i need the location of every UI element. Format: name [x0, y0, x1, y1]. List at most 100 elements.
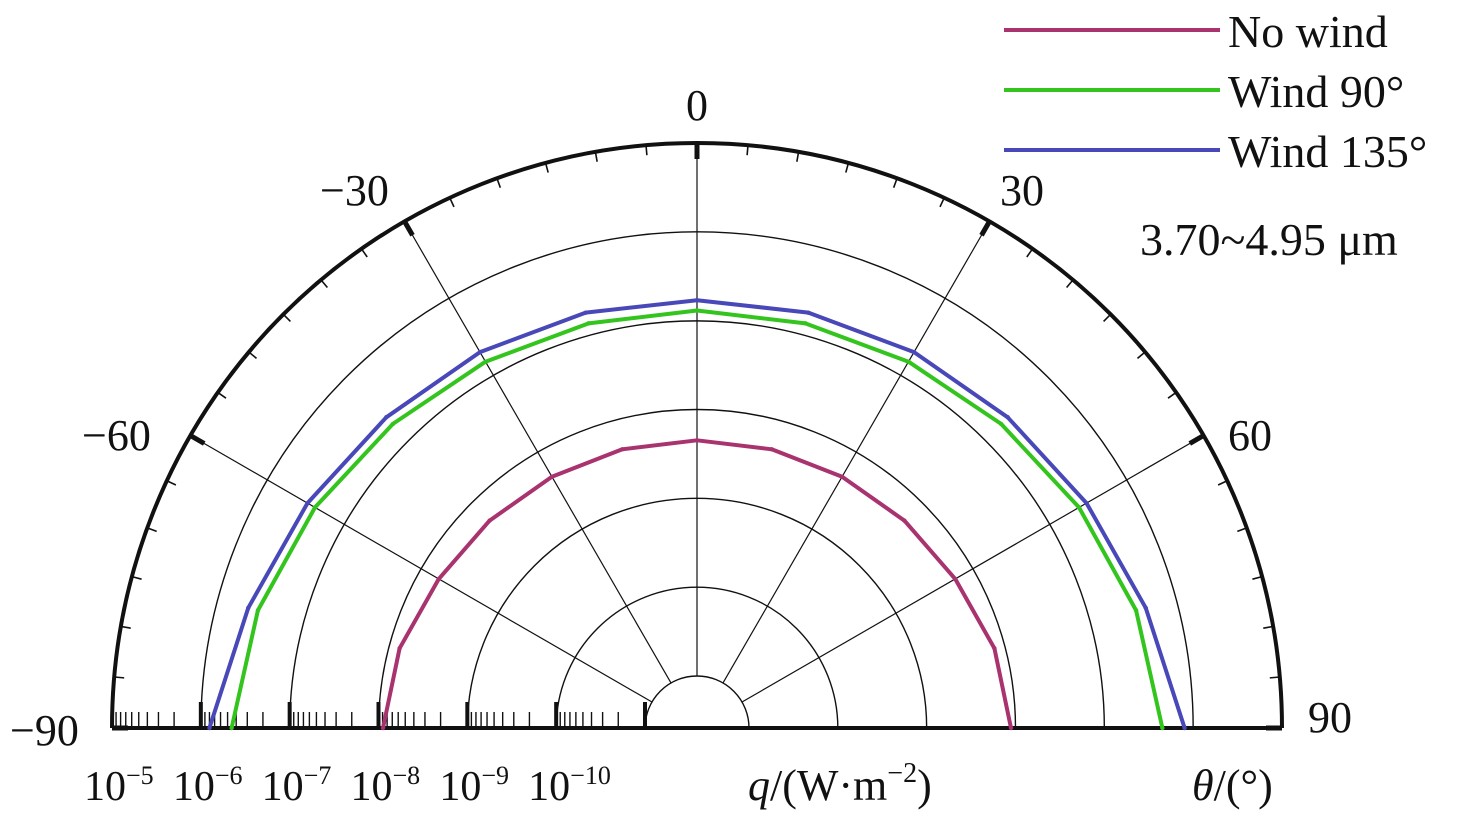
series-point-0	[436, 576, 441, 582]
wavelength-annotation: 3.70~4.95 μm	[1140, 214, 1398, 265]
angular-minor-tick	[1252, 575, 1263, 580]
grid-spoke	[741, 434, 1204, 703]
series-point-0	[839, 474, 845, 479]
radial-axis-label: q/(W·m−2)	[748, 758, 932, 810]
angle-label: 90	[1308, 693, 1352, 742]
angular-minor-tick	[1263, 625, 1274, 629]
series-point-2	[911, 349, 917, 355]
radial-tick-label: 10−6	[173, 761, 243, 810]
radial-tick-label: 10−8	[351, 761, 421, 810]
angular-major-tick	[979, 220, 992, 237]
angle-label: −90	[10, 706, 79, 755]
series-point-0	[487, 518, 492, 523]
radial-tick-label: 10−9	[439, 761, 509, 810]
series-point-0	[953, 576, 958, 582]
angular-minor-tick	[1103, 313, 1112, 322]
angular-minor-tick	[131, 575, 142, 580]
angular-minor-tick	[320, 279, 329, 289]
series-point-2	[1143, 605, 1148, 610]
grid-spoke	[190, 434, 653, 703]
angular-minor-tick	[746, 145, 749, 156]
series-point-0	[549, 474, 555, 479]
grid-spoke	[722, 221, 991, 684]
series-point-2	[694, 297, 700, 303]
angular-minor-tick	[845, 162, 850, 173]
series-point-2	[207, 725, 212, 731]
angle-labels: −90 −60 −30 0 30 60 90	[10, 81, 1352, 755]
series-point-0	[769, 447, 774, 452]
angle-label: 60	[1228, 411, 1272, 460]
angular-minor-tick	[496, 178, 502, 188]
series-point-2	[246, 605, 251, 610]
legend-label-wind-135: Wind 135°	[1228, 126, 1427, 177]
series-point-2	[806, 310, 811, 315]
grid-ring	[644, 675, 750, 729]
angular-minor-tick	[282, 313, 291, 322]
angle-label: −60	[82, 411, 151, 460]
series-point-1	[255, 608, 261, 613]
angle-label: −30	[320, 166, 389, 215]
radial-tick-labels: 10−5 10−6 10−7 10−8 10−9 10−10	[84, 761, 611, 810]
series-point-0	[380, 725, 386, 731]
legend: No wind Wind 90° Wind 135°	[1004, 6, 1427, 177]
angular-minor-tick	[217, 391, 227, 399]
series-point-1	[229, 725, 234, 731]
angular-minor-tick	[120, 625, 131, 629]
grid-spoke	[403, 221, 672, 684]
series-point-2	[1005, 415, 1010, 420]
radial-tick-label: 10−5	[84, 761, 154, 810]
angular-major-tick	[402, 220, 415, 237]
angle-label: 0	[686, 81, 708, 130]
angular-minor-tick	[544, 162, 549, 173]
angular-major-tick	[1188, 433, 1205, 446]
angular-minor-tick	[248, 351, 258, 360]
series-point-2	[1084, 500, 1089, 506]
series-point-1	[312, 505, 318, 510]
angular-major-tick	[189, 433, 206, 446]
series-point-1	[694, 308, 700, 313]
series-point-1	[586, 321, 591, 326]
angular-minor-tick	[1269, 676, 1280, 679]
series-point-0	[397, 646, 402, 651]
angular-minor-tick	[1167, 391, 1177, 399]
angular-minor-tick	[1065, 279, 1074, 289]
angular-minor-tick	[1026, 248, 1034, 258]
angular-minor-tick	[1217, 480, 1228, 486]
angular-minor-tick	[645, 145, 648, 156]
series-point-2	[477, 349, 483, 355]
series-point-1	[1133, 608, 1139, 613]
series-point-2	[384, 415, 389, 420]
series-group	[207, 297, 1187, 731]
angular-minor-tick	[360, 248, 368, 258]
series-point-1	[906, 359, 911, 364]
series-point-0	[902, 518, 907, 523]
series-point-2	[1182, 725, 1187, 731]
series-point-1	[998, 421, 1004, 427]
angular-minor-tick	[594, 151, 598, 162]
radial-tick-label: 10−10	[528, 761, 611, 810]
series-point-0	[1008, 725, 1014, 731]
angular-minor-tick	[1237, 527, 1247, 533]
angular-axis-label: θ/(°)	[1192, 761, 1273, 810]
series-point-1	[803, 321, 808, 326]
angular-minor-tick	[892, 178, 898, 188]
series-point-1	[390, 421, 396, 427]
angular-minor-tick	[1136, 351, 1146, 360]
legend-label-no-wind: No wind	[1228, 6, 1388, 57]
angular-minor-tick	[796, 151, 800, 162]
series-point-1	[1076, 505, 1082, 510]
angle-label: 30	[1000, 166, 1044, 215]
polar-grid	[110, 141, 1284, 731]
radial-tick-label: 10−7	[262, 761, 332, 810]
series-point-0	[620, 447, 625, 452]
angular-minor-tick	[147, 527, 157, 533]
angular-minor-tick	[114, 676, 125, 679]
legend-label-wind-90: Wind 90°	[1228, 66, 1404, 117]
series-point-0	[992, 646, 997, 651]
series-point-0	[694, 438, 700, 443]
series-point-1	[483, 359, 488, 364]
angular-minor-tick	[166, 480, 177, 486]
series-point-2	[305, 500, 310, 506]
angular-minor-tick	[449, 197, 455, 208]
